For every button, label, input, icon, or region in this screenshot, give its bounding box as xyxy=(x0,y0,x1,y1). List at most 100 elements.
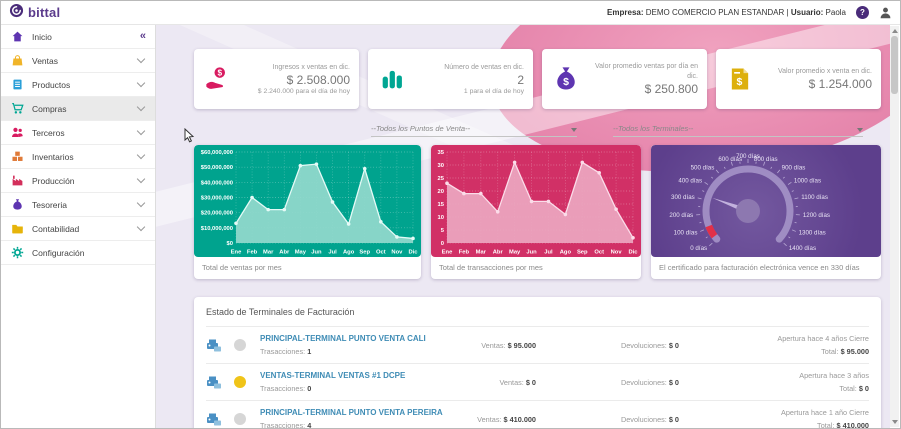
svg-text:900 días: 900 días xyxy=(782,164,806,171)
terminal-total: Total: $ 0 xyxy=(839,384,869,393)
kpi-row: $ Ingresos x ventas en dic. $ 2.508.000 … xyxy=(194,49,881,109)
transacciones-chart-card: 0 5 10 15 20 25 30 35 Ene Feb Mar Abr May Jun Jul Ago Se… xyxy=(431,145,641,279)
kpi-title: Número de ventas en dic. xyxy=(444,63,524,71)
scroll-up-icon[interactable] xyxy=(891,29,898,33)
kpi-subtitle: 1 para el día de hoy xyxy=(463,88,524,96)
scroll-down-icon[interactable] xyxy=(891,420,898,424)
kpi-value: $ 250.800 xyxy=(644,81,698,96)
scrollbar-thumb[interactable] xyxy=(891,36,898,94)
sidebar-item-inicio[interactable]: Inicio « xyxy=(1,25,155,49)
svg-text:Abr: Abr xyxy=(493,250,504,256)
terminal-row-cali[interactable]: PRINCIPAL-TERMINAL PUNTO VENTA CALI Tras… xyxy=(206,326,869,363)
select-value: --Todos los Terminales-- xyxy=(613,124,694,133)
company-name: DEMO COMERCIO PLAN ESTANDAR xyxy=(645,8,785,17)
terminal-transactions: Trasacciones: 4 xyxy=(260,421,312,428)
chevron-down-icon xyxy=(136,198,146,208)
chevron-down-icon xyxy=(136,222,146,232)
svg-text:300 días: 300 días xyxy=(671,194,695,201)
svg-text:May: May xyxy=(509,250,521,256)
invoice-icon: $ xyxy=(725,56,755,102)
sidebar-item-contabilidad[interactable]: Contabilidad xyxy=(1,217,155,241)
svg-text:20: 20 xyxy=(438,189,444,195)
svg-text:Ene: Ene xyxy=(442,250,453,256)
money-bag-icon: $ xyxy=(551,56,581,102)
svg-text:$20,000,000: $20,000,000 xyxy=(201,211,233,217)
chevron-down-icon xyxy=(136,54,146,64)
sidebar-item-productos[interactable]: Productos xyxy=(1,73,155,97)
terminals-section: Estado de Terminales de Facturación PRIN… xyxy=(194,297,881,428)
svg-text:Mar: Mar xyxy=(263,250,274,256)
chart-caption: Total de ventas por mes xyxy=(202,263,282,272)
folder-icon xyxy=(10,222,24,236)
sidebar-item-tesoreria[interactable]: Tesoreria xyxy=(1,193,155,217)
svg-text:1400 días: 1400 días xyxy=(789,245,816,252)
sidebar-item-produccion[interactable]: Producción xyxy=(1,169,155,193)
svg-text:600 días: 600 días xyxy=(718,156,742,163)
sidebar-item-compras[interactable]: Compras xyxy=(1,97,155,121)
svg-text:Jul: Jul xyxy=(544,250,553,256)
chevron-down-icon xyxy=(857,128,863,132)
sidebar-item-ventas[interactable]: Ventas xyxy=(1,49,155,73)
terminal-ventas: Ventas: $ 0 xyxy=(499,377,536,387)
sidebar-item-inventarios[interactable]: Inventarios xyxy=(1,145,155,169)
svg-text:Jul: Jul xyxy=(328,250,337,256)
vertical-scrollbar[interactable] xyxy=(890,26,899,427)
status-dot xyxy=(234,413,246,425)
collapse-sidebar-icon[interactable]: « xyxy=(139,30,146,42)
production-icon xyxy=(10,174,24,188)
sidebar-item-terceros[interactable]: Terceros xyxy=(1,121,155,145)
terminal-summary: Apertura hace 1 año Cierre Total: $ 410.… xyxy=(701,408,869,428)
svg-text:Nov: Nov xyxy=(391,250,403,256)
terminal-row-dcpe[interactable]: VENTAS-TERMINAL VENTAS #1 DCPE Trasaccio… xyxy=(206,363,869,400)
svg-text:15: 15 xyxy=(438,202,445,208)
terminal-devoluciones: Devoluciones: $ 0 xyxy=(620,414,679,424)
terminal-devoluciones: Devoluciones: $ 0 xyxy=(620,377,679,387)
inventory-icon xyxy=(10,150,24,164)
sidebar-item-configuracion[interactable]: Configuración xyxy=(1,241,155,265)
cart-icon xyxy=(10,102,24,116)
svg-text:$40,000,000: $40,000,000 xyxy=(201,180,233,186)
company-label: Empresa: xyxy=(607,8,644,17)
puntos-de-venta-select[interactable]: --Todos los Puntos de Venta-- xyxy=(371,119,577,137)
svg-text:$: $ xyxy=(217,69,222,78)
svg-text:400 días: 400 días xyxy=(678,178,702,185)
kpi-value: 2 xyxy=(517,73,524,88)
terminal-transactions: Trasacciones: 1 xyxy=(260,347,312,356)
help-icon[interactable]: ? xyxy=(856,6,869,19)
kpi-title: Valor promedio x venta en dic. xyxy=(777,67,872,75)
terminal-transactions: Trasacciones: 0 xyxy=(260,384,312,393)
svg-text:$50,000,000: $50,000,000 xyxy=(201,165,233,171)
svg-text:Feb: Feb xyxy=(247,250,258,256)
certificado-gauge-svg: 0 días 100 días 200 días 300 días 400 días 50… xyxy=(669,153,830,252)
sales-bag-icon xyxy=(10,54,24,68)
terminales-select[interactable]: --Todos los Terminales-- xyxy=(613,119,863,137)
svg-text:Jun: Jun xyxy=(526,250,537,256)
terminal-name: PRINCIPAL-TERMINAL PUNTO VENTA PEREIRA xyxy=(260,408,443,417)
certificado-gauge-card: 0 días 100 días 200 días 300 días 400 días 50… xyxy=(651,145,881,279)
svg-text:1000 días: 1000 días xyxy=(794,178,821,185)
charts-row: $0 $10,000,000 $20,000,000 $30,000,000 $40,0… xyxy=(194,145,881,279)
terminal-row-pereira[interactable]: PRINCIPAL-TERMINAL PUNTO VENTA PEREIRA T… xyxy=(206,400,869,428)
svg-text:100 días: 100 días xyxy=(674,230,698,237)
chevron-down-icon xyxy=(136,102,146,112)
svg-text:0 días: 0 días xyxy=(690,245,707,252)
svg-text:Sep: Sep xyxy=(359,250,370,256)
svg-text:200 días: 200 días xyxy=(669,212,693,219)
top-header: bittal Empresa: DEMO COMERCIO PLAN ESTAN… xyxy=(1,1,900,25)
ventas-area-chart-svg: $0 $10,000,000 $20,000,000 $30,000,000 $40,0… xyxy=(201,150,419,256)
certificado-gauge: 0 días 100 días 200 días 300 días 400 días 50… xyxy=(651,145,881,257)
main-content: $ Ingresos x ventas en dic. $ 2.508.000 … xyxy=(156,25,890,428)
svg-text:Ene: Ene xyxy=(231,250,242,256)
kpi-card-promedio-venta: $ Valor promedio x venta en dic. $ 1.254… xyxy=(716,49,881,109)
terminal-apertura: Apertura hace 3 años xyxy=(799,371,869,380)
moneybag-icon xyxy=(10,198,24,212)
terminal-name: PRINCIPAL-TERMINAL PUNTO VENTA CALI xyxy=(260,334,426,343)
user-icon[interactable] xyxy=(879,6,892,19)
terminal-summary: Apertura hace 3 años Total: $ 0 xyxy=(701,371,869,393)
brand-name: bittal xyxy=(28,5,61,20)
user-label: Usuario: xyxy=(790,8,824,17)
people-icon xyxy=(10,126,24,140)
svg-text:Dic: Dic xyxy=(408,250,418,256)
ventas-chart-card: $0 $10,000,000 $20,000,000 $30,000,000 $40,0… xyxy=(194,145,421,279)
